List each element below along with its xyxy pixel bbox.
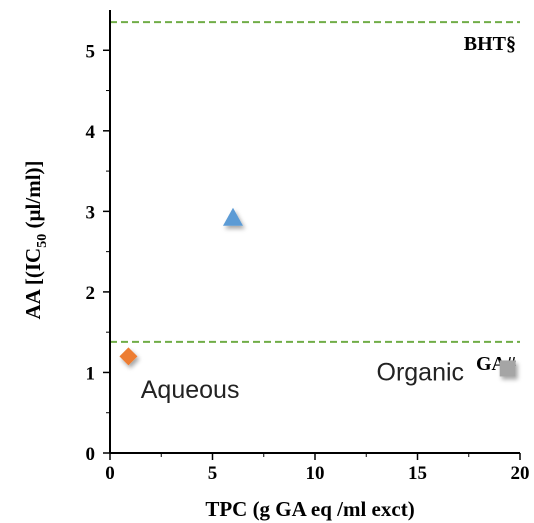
- reference-lines: BHT§GA#: [110, 21, 520, 375]
- y-axis-title-main: AA [(IC: [21, 248, 45, 320]
- annotation-organic: Organic: [377, 358, 465, 386]
- ticks: 0 1 2 3 4 5 0 5 10 15 20: [86, 41, 530, 484]
- y-tick-label: 1: [86, 363, 96, 384]
- y-axis-title-unit: (µl/ml)]: [21, 160, 45, 233]
- x-tick-label: 10: [306, 463, 325, 484]
- data-point-square: [499, 360, 516, 377]
- y-axis-title-subscript: 50: [35, 234, 50, 248]
- annotations: Aqueous Organic: [141, 358, 464, 404]
- x-axis-title: TPC (g GA eq /ml exct): [205, 497, 414, 521]
- x-tick-label: 20: [511, 463, 530, 484]
- y-axis-title: AA [(IC50 (µl/ml)]: [21, 160, 50, 319]
- x-tick-label: 0: [105, 463, 115, 484]
- x-tick-label: 5: [208, 463, 218, 484]
- y-tick-label: 3: [86, 202, 96, 223]
- y-tick-label: 4: [86, 122, 96, 143]
- x-tick-label: 15: [408, 463, 427, 484]
- data-point-diamond: [119, 347, 138, 366]
- y-tick-label: 5: [86, 41, 96, 62]
- annotation-aqueous: Aqueous: [141, 376, 240, 404]
- data-points: [119, 207, 516, 377]
- y-tick-label: 0: [86, 444, 96, 465]
- data-point-triangle: [223, 207, 243, 226]
- y-tick-label: 2: [86, 283, 96, 304]
- reference-line-label: BHT§: [464, 33, 516, 55]
